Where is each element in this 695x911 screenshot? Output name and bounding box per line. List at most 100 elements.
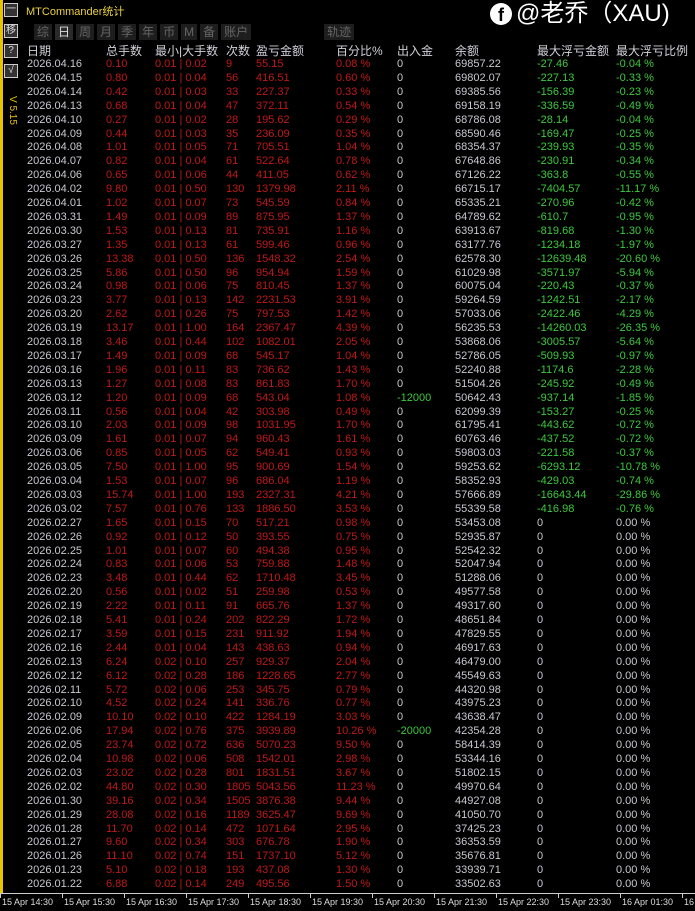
table-row[interactable]: 2026.03.18 3.46 0.01 | 0.44 102 1082.01 2.05 … <box>0 336 695 350</box>
table-row[interactable]: 2026.01.28 11.70 0.02 | 0.14 472 1071.64 2.95… <box>0 823 695 837</box>
table-row[interactable]: 2026.03.25 5.86 0.01 | 0.50 96 954.94 1.59 % 0… <box>0 267 695 281</box>
header-max-drawdown[interactable]: 最大浮亏金额 <box>537 44 610 58</box>
tab-1[interactable]: 日 <box>55 24 74 40</box>
table-row[interactable]: 2026.02.20 0.56 0.01 | 0.02 51 259.98 0.53 % 0… <box>0 586 695 600</box>
table-row[interactable]: 2026.02.05 23.74 0.02 | 0.72 636 5070.23 9.50… <box>0 739 695 753</box>
table-row[interactable]: 2026.03.30 1.53 0.01 | 0.13 81 735.91 1.16 % 0… <box>0 225 695 239</box>
axis-tick <box>62 894 63 898</box>
table-row[interactable]: 2026.01.27 9.60 0.02 | 0.34 303 676.78 1.90 %… <box>0 836 695 850</box>
tab-6[interactable]: 币 <box>160 24 179 40</box>
minimize-button[interactable]: 一 <box>4 3 18 17</box>
table-row[interactable]: 2026.01.30 39.16 0.02 | 0.34 1505 3876.38 9.4… <box>0 795 695 809</box>
table-row[interactable]: 2026.02.09 10.10 0.02 | 0.10 422 1284.19 3.03… <box>0 711 695 725</box>
header-min-max-lots[interactable]: 最小|大手数 <box>155 44 219 58</box>
table-row[interactable]: 2026.03.24 0.98 0.01 | 0.06 75 810.45 1.37 % 0… <box>0 280 695 294</box>
header-date[interactable]: 日期 <box>27 44 52 58</box>
table-row[interactable]: 2026.04.06 0.65 0.01 | 0.06 44 411.05 0.62 % 0… <box>0 169 695 183</box>
header-percent[interactable]: 百分比% <box>336 44 383 58</box>
cell-max-drawdown: -27.46 <box>537 58 569 70</box>
table-row[interactable]: 2026.03.31 1.49 0.01 | 0.09 89 875.95 1.37 % 0… <box>0 211 695 225</box>
cell-deposit: 0 <box>397 502 404 515</box>
table-row[interactable]: 2026.03.02 7.57 0.01 | 0.76 133 1886.50 3.53 … <box>0 503 695 517</box>
cell-max-drawdown-pct: -11.17 % <box>616 183 660 196</box>
check-button[interactable]: √ <box>4 64 18 78</box>
table-row[interactable]: 2026.02.24 0.83 0.01 | 0.06 53 759.88 1.48 % 0… <box>0 558 695 572</box>
table-row[interactable]: 2026.03.04 1.53 0.01 | 0.07 96 686.04 1.19 % 0… <box>0 475 695 489</box>
table-row[interactable]: 2026.03.12 1.20 0.01 | 0.09 68 543.04 1.08 % -… <box>0 392 695 406</box>
tab-4[interactable]: 季 <box>118 24 137 40</box>
cell-count: 51 <box>226 586 239 599</box>
table-row[interactable]: 2026.03.09 1.61 0.01 | 0.07 94 960.43 1.61 % 0… <box>0 433 695 447</box>
cell-deposit: 0 <box>397 655 404 668</box>
table-row[interactable]: 2026.02.23 3.48 0.01 | 0.44 62 1710.48 3.45 %… <box>0 572 695 586</box>
tab-3[interactable]: 月 <box>97 24 116 40</box>
table-row[interactable]: 2026.02.12 6.12 0.02 | 0.28 186 1228.65 2.77 … <box>0 670 695 684</box>
cell-max-drawdown-pct: 0.00 % <box>616 544 651 557</box>
table-row[interactable]: 2026.02.25 1.01 0.01 | 0.07 60 494.38 0.95 % 0… <box>0 545 695 559</box>
cell-max-drawdown: 0 <box>537 516 544 529</box>
header-balance[interactable]: 余额 <box>455 44 480 58</box>
header-pnl[interactable]: 盈亏金额 <box>256 44 305 58</box>
table-row[interactable]: 2026.04.14 0.42 0.01 | 0.03 33 227.37 0.33 % 0… <box>0 86 695 100</box>
header-deposit[interactable]: 出入金 <box>397 44 434 58</box>
table-row[interactable]: 2026.01.29 28.08 0.02 | 0.16 1189 3625.47 9.6… <box>0 809 695 823</box>
cell-count: 94 <box>226 433 239 446</box>
table-row[interactable]: 2026.02.26 0.92 0.01 | 0.12 50 393.55 0.75 % 0… <box>0 531 695 545</box>
table-row[interactable]: 2026.02.02 44.80 0.02 | 0.30 1805 5043.56 11.… <box>0 781 695 795</box>
table-row[interactable]: 2026.02.03 23.02 0.02 | 0.28 801 1831.51 3.67… <box>0 767 695 781</box>
table-row[interactable]: 2026.02.06 17.94 0.02 | 0.76 375 3939.89 10.2… <box>0 725 695 739</box>
table-row[interactable]: 2026.03.10 2.03 0.01 | 0.09 98 1031.95 1.70 %… <box>0 419 695 433</box>
table-row[interactable]: 2026.02.11 5.72 0.02 | 0.06 253 345.75 0.79 %… <box>0 684 695 698</box>
table-row[interactable]: 2026.02.16 2.44 0.01 | 0.04 143 438.63 0.94 %… <box>0 642 695 656</box>
cell-date: 2026.03.12 <box>27 391 83 404</box>
table-row[interactable]: 2026.03.03 15.74 0.01 | 1.00 193 2327.31 4.21… <box>0 489 695 503</box>
table-row[interactable]: 2026.03.26 13.38 0.01 | 0.50 136 1548.32 2.54… <box>0 253 695 267</box>
tab-8[interactable]: 备 <box>200 24 219 40</box>
table-row[interactable]: 2026.01.26 11.10 0.02 | 0.74 151 1737.10 5.12… <box>0 850 695 864</box>
table-row[interactable]: 2026.01.22 6.88 0.02 | 0.14 249 495.56 1.50 %… <box>0 878 695 892</box>
tab-5[interactable]: 年 <box>139 24 158 40</box>
tab-2[interactable]: 周 <box>76 24 95 40</box>
help-button[interactable]: ? <box>4 44 18 58</box>
header-count[interactable]: 次数 <box>226 44 251 58</box>
cell-date: 2026.03.20 <box>27 308 83 321</box>
table-row[interactable]: 2026.04.02 9.80 0.01 | 0.50 130 1379.98 2.11 … <box>0 183 695 197</box>
table-row[interactable]: 2026.03.13 1.27 0.01 | 0.08 83 861.83 1.70 % 0… <box>0 378 695 392</box>
table-row[interactable]: 2026.04.01 1.02 0.01 | 0.07 73 545.59 0.84 % 0… <box>0 197 695 211</box>
table-row[interactable]: 2026.04.09 0.44 0.01 | 0.03 35 236.09 0.35 % 0… <box>0 128 695 142</box>
cell-min-max-lots: 0.01 | 0.13 <box>155 294 207 307</box>
table-row[interactable]: 2026.02.17 3.59 0.01 | 0.15 231 911.92 1.94 %… <box>0 628 695 642</box>
table-row[interactable]: 2026.02.18 5.41 0.01 | 0.24 202 822.29 1.72 %… <box>0 614 695 628</box>
table-row[interactable]: 2026.03.16 1.96 0.01 | 0.11 83 736.62 1.43 % 0… <box>0 364 695 378</box>
move-button[interactable]: 移 <box>4 24 18 38</box>
table-row[interactable]: 2026.02.04 10.98 0.02 | 0.06 508 1542.01 2.98… <box>0 753 695 767</box>
table-row[interactable]: 2026.03.23 3.77 0.01 | 0.13 142 2231.53 3.91 … <box>0 294 695 308</box>
table-row[interactable]: 2026.02.13 6.24 0.02 | 0.10 257 929.37 2.04 %… <box>0 656 695 670</box>
table-row[interactable]: 2026.03.17 1.49 0.01 | 0.09 68 545.17 1.04 % 0… <box>0 350 695 364</box>
header-max-drawdown-pct[interactable]: 最大浮亏比例 <box>616 44 689 58</box>
table-row[interactable]: 2026.04.07 0.82 0.01 | 0.04 61 522.64 0.78 % 0… <box>0 155 695 169</box>
table-row[interactable]: 2026.03.19 13.17 0.01 | 1.00 164 2367.47 4.39… <box>0 322 695 336</box>
table-row[interactable]: 2026.03.05 7.50 0.01 | 1.00 95 900.69 1.54 % 0… <box>0 461 695 475</box>
table-row[interactable]: 2026.03.06 0.85 0.01 | 0.05 62 549.41 0.93 % 0… <box>0 447 695 461</box>
table-row[interactable]: 2026.03.20 2.62 0.01 | 0.26 75 797.53 1.42 % 0… <box>0 308 695 322</box>
cell-max-drawdown-pct: 0.00 % <box>616 683 651 696</box>
table-row[interactable]: 2026.04.13 0.68 0.01 | 0.04 47 372.11 0.54 % 0… <box>0 100 695 114</box>
table-row[interactable]: 2026.04.10 0.27 0.01 | 0.02 28 195.62 0.29 % 0… <box>0 114 695 128</box>
cell-min-max-lots: 0.01 | 0.06 <box>155 558 207 571</box>
table-row[interactable]: 2026.02.10 4.52 0.02 | 0.24 141 336.76 0.77 %… <box>0 697 695 711</box>
tab-10[interactable]: 轨迹 <box>324 24 355 40</box>
table-row[interactable]: 2026.04.16 0.10 0.01 | 0.02 9 55.15 0.08 % 0 69… <box>0 58 695 72</box>
table-row[interactable]: 2026.04.15 0.80 0.01 | 0.04 56 416.51 0.60 % 0… <box>0 72 695 86</box>
table-row[interactable]: 2026.02.19 2.22 0.01 | 0.11 91 665.76 1.37 % 0… <box>0 600 695 614</box>
tab-9[interactable]: 账户 <box>221 24 252 40</box>
tab-0[interactable]: 综 <box>34 24 53 40</box>
table-row[interactable]: 2026.01.23 5.10 0.02 | 0.18 193 437.08 1.30 %… <box>0 864 695 878</box>
table-row[interactable]: 2026.04.08 1.01 0.01 | 0.05 71 705.51 1.04 % 0… <box>0 141 695 155</box>
header-total-lots[interactable]: 总手数 <box>106 44 143 58</box>
tab-7[interactable]: M <box>181 24 198 40</box>
table-row[interactable]: 2026.03.27 1.35 0.01 | 0.13 61 599.46 0.96 % 0… <box>0 239 695 253</box>
table-row[interactable]: 2026.03.11 0.56 0.01 | 0.04 42 303.98 0.49 % 0… <box>0 406 695 420</box>
cell-percent: 3.53 % <box>336 502 371 515</box>
table-row[interactable]: 2026.02.27 1.65 0.01 | 0.15 70 517.21 0.98 % 0… <box>0 517 695 531</box>
